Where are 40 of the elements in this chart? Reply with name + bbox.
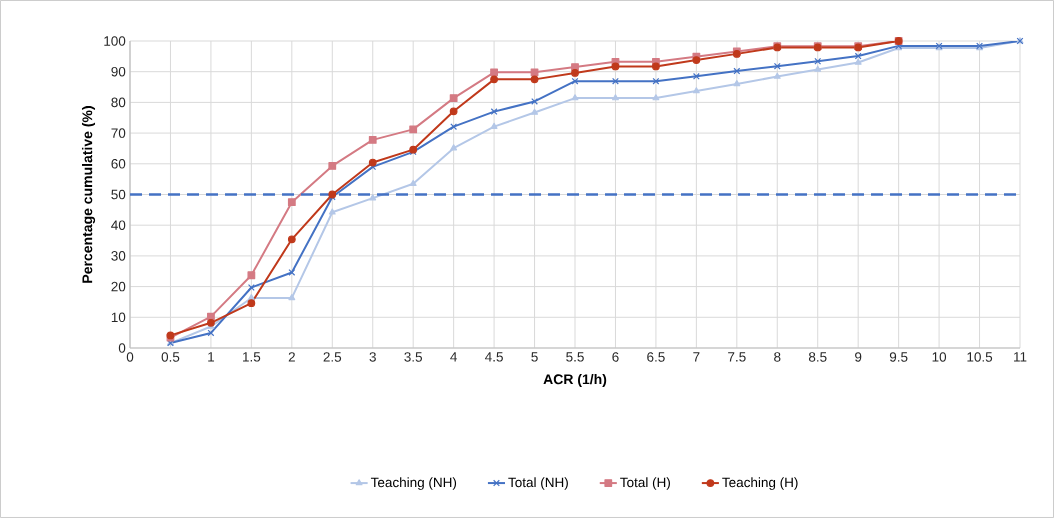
y-tick-label: 60	[111, 159, 126, 169]
x-tick-label: 10.5	[967, 352, 993, 362]
y-tick-label: 40	[111, 220, 126, 230]
x-tick-label: 3.5	[404, 352, 423, 362]
x-tick-label: 7	[693, 352, 700, 362]
x-tick-label: 1.5	[243, 352, 261, 362]
y-tick-label: 80	[111, 97, 126, 108]
x-axis-title: ACR (1/h)	[543, 373, 607, 387]
y-tick-label: 100	[104, 36, 126, 46]
y-axis-title: Percentage cumulative (%)	[81, 106, 96, 283]
x-tick-label: 2	[288, 352, 295, 362]
x-tick-label: 9	[855, 352, 862, 362]
y-tick-label: 30	[111, 251, 126, 261]
x-tick-label: 0.5	[161, 352, 180, 362]
y-tick-label: 70	[111, 128, 126, 138]
y-tick-label: 20	[111, 281, 126, 292]
y-tick-label: 50	[111, 189, 126, 200]
x-tick-label: 5.5	[566, 352, 584, 362]
x-tick-label: 7.5	[728, 352, 746, 362]
x-tick-label: 3	[369, 352, 376, 362]
x-tick-label: 4	[450, 352, 458, 362]
y-tick-label: 10	[111, 312, 126, 323]
x-tick-label: 0	[126, 352, 134, 362]
x-tick-label: 11	[1014, 352, 1027, 362]
y-tick-label: 90	[111, 66, 126, 77]
x-tick-label: 5	[531, 352, 538, 362]
x-tick-label: 6	[612, 352, 619, 362]
x-tick-label: 8	[774, 352, 781, 362]
legend-label: Total (NH)	[508, 477, 568, 490]
x-tick-label: 6.5	[647, 352, 665, 362]
y-tick-label: 0	[118, 343, 126, 353]
x-tick-label: 2.5	[323, 352, 342, 362]
legend-label: Teaching (H)	[722, 477, 798, 490]
x-tick-label: 9.5	[889, 352, 908, 362]
legend-label: Teaching (NH)	[370, 477, 457, 490]
x-tick-label: 10	[932, 352, 947, 362]
x-tick-label: 1	[208, 352, 215, 362]
x-tick-label: 8.5	[808, 352, 827, 362]
x-tick-label: 4.5	[485, 352, 503, 362]
legend-label: Total (H)	[620, 477, 670, 490]
